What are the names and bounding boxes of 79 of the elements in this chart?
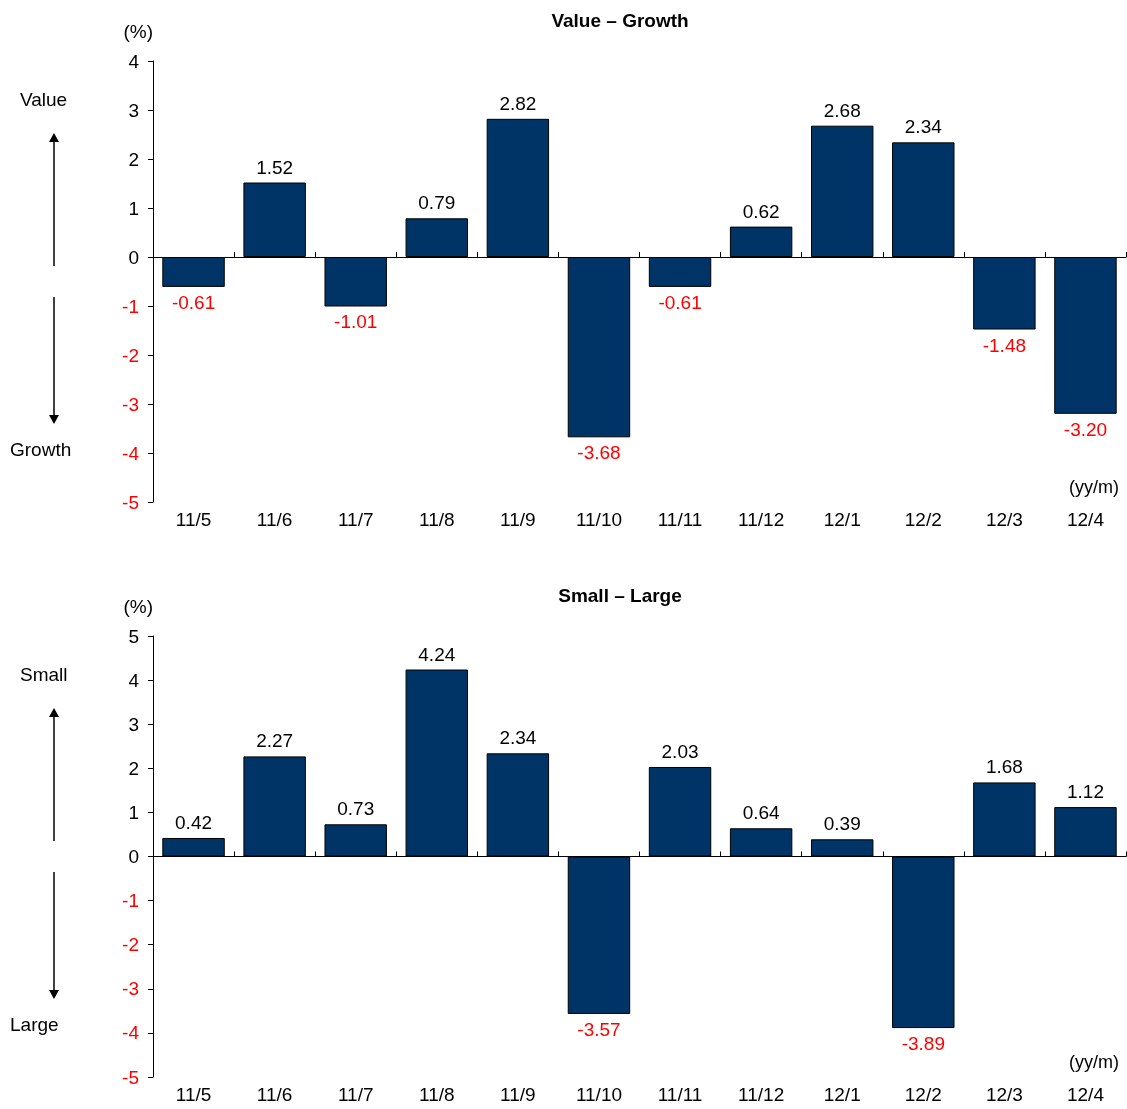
data-label: 2.03: [661, 740, 699, 762]
x-tick-label: 12/4: [1066, 1084, 1105, 1105]
y-axis-title: (%): [123, 596, 153, 617]
x-tick-label: 12/1: [823, 1084, 861, 1105]
x-tick-label: 11/10: [575, 509, 623, 530]
data-label: 1.68: [985, 756, 1023, 778]
x-tick-label: 12/1: [823, 509, 861, 530]
x-tick-label: 11/8: [419, 1084, 455, 1105]
text: Value: [20, 89, 68, 110]
data-label: 2.34: [499, 727, 537, 749]
data-label: 0.39: [823, 813, 861, 835]
y-tick-label: 0: [128, 246, 139, 268]
x-tick-label: 11/6: [256, 509, 293, 530]
y-tick-label: 4: [128, 50, 140, 72]
data-label: 2.68: [823, 99, 861, 121]
y-tick-label: -2: [122, 344, 139, 366]
x-tick-label: 12/4: [1066, 509, 1105, 530]
x-tick-label: 11/10: [575, 1084, 623, 1105]
data-label: -3.89: [901, 1033, 945, 1055]
y-tick-label: 4: [128, 669, 140, 691]
x-tick-label: 11/9: [500, 509, 536, 530]
data-label: -3.68: [577, 442, 621, 464]
data-label: -0.61: [171, 291, 216, 313]
y-tick-label: 3: [128, 99, 139, 121]
x-tick-label: 11/7: [337, 1084, 374, 1105]
x-tick-label: 12/3: [985, 1084, 1023, 1105]
text: Growth: [10, 439, 72, 460]
data-label: 4.24: [418, 643, 456, 665]
x-tick-label: 11/5: [175, 1084, 212, 1105]
x-tick-label: 12/2: [904, 1084, 942, 1105]
x-tick-label: 11/11: [657, 1084, 703, 1105]
data-label: 2.27: [256, 730, 294, 752]
x-axis-title: (yy/m): [1069, 1052, 1119, 1072]
y-tick-label: 0: [128, 846, 139, 867]
data-label: 0.79: [418, 192, 456, 214]
data-label: -1.01: [334, 311, 378, 333]
x-tick-label: 11/12: [738, 509, 785, 530]
y-tick-label: 5: [128, 625, 139, 647]
data-label: 0.73: [337, 798, 375, 820]
x-tick-label: 12/2: [904, 509, 942, 530]
data-label: 2.34: [904, 116, 943, 138]
y-tick-label: -5: [122, 491, 139, 513]
x-axis-title: (yy/m): [1069, 477, 1119, 497]
data-label: 0.42: [175, 811, 213, 833]
x-tick-label: 11/12: [738, 1084, 785, 1105]
x-tick-label: 11/9: [500, 1084, 536, 1105]
x-tick-label: 11/7: [337, 509, 374, 530]
y-tick-label: -2: [122, 934, 139, 956]
x-tick-label: 11/6: [256, 1084, 293, 1105]
y-tick-label: -3: [122, 978, 139, 1000]
data-label: -3.57: [577, 1018, 621, 1040]
y-tick-label: 1: [128, 197, 139, 219]
data-label: -3.20: [1063, 418, 1108, 440]
data-label: 2.82: [499, 92, 537, 114]
y-tick-label: -1: [122, 295, 139, 317]
y-tick-label: 2: [128, 757, 139, 779]
chart-title: Small – Large: [558, 585, 682, 606]
y-tick-label: 1: [128, 801, 139, 823]
y-tick-label: -1: [122, 890, 139, 912]
x-tick-label: 12/3: [985, 509, 1023, 530]
y-tick-label: -3: [122, 393, 139, 415]
text: Large: [10, 1014, 59, 1035]
x-tick-label: 11/5: [175, 509, 212, 530]
data-label: -0.61: [658, 291, 702, 313]
y-axis-title: (%): [123, 21, 153, 42]
y-tick-label: 2: [128, 148, 139, 170]
y-tick-label: -4: [122, 1022, 140, 1044]
chart-title: Value – Growth: [551, 10, 689, 31]
data-label: 1.52: [256, 156, 294, 178]
data-label: 0.64: [742, 802, 781, 824]
data-label: 0.62: [742, 200, 780, 222]
y-tick-label: -4: [122, 442, 140, 464]
data-label: -1.48: [982, 334, 1027, 356]
text: Small: [20, 664, 68, 685]
y-tick-label: -5: [122, 1066, 139, 1088]
data-label: 1.12: [1066, 781, 1104, 803]
x-tick-label: 11/11: [657, 509, 703, 530]
x-tick-label: 11/8: [419, 509, 455, 530]
y-tick-label: 3: [128, 713, 139, 735]
